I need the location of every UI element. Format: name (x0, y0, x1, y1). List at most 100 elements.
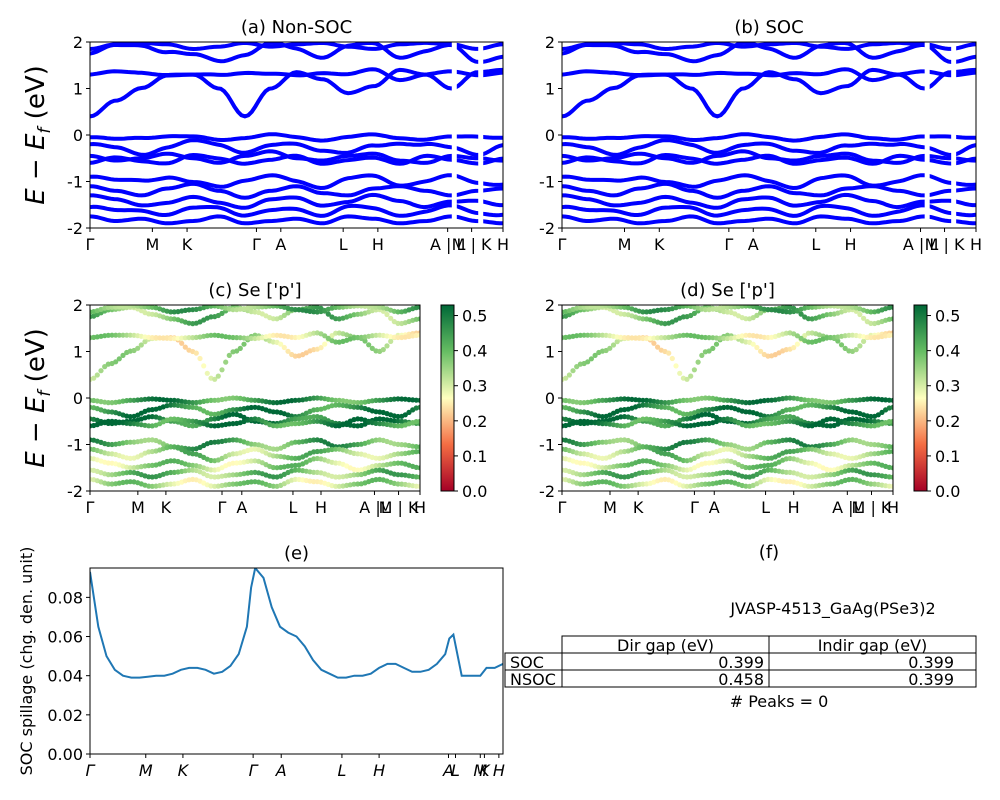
y-tick-label: -1 (539, 436, 555, 455)
band-point (577, 332, 584, 338)
band-point (274, 453, 280, 459)
x-tick-label: M (618, 235, 632, 254)
band-point (395, 451, 401, 457)
band-point (292, 421, 298, 427)
band-point (105, 460, 111, 466)
band-point (805, 339, 812, 345)
band-point (853, 347, 859, 353)
band-point (135, 345, 141, 351)
band-point (369, 345, 375, 351)
band-point (585, 332, 591, 338)
band-point (278, 341, 284, 347)
band-point (699, 352, 705, 358)
band-point (702, 437, 709, 443)
x-tick-label: A | L (430, 235, 466, 254)
bands (562, 42, 976, 228)
band-point (658, 307, 664, 313)
panel-title: (b) SOC (734, 17, 803, 38)
band-point (395, 396, 401, 402)
band-point (314, 448, 320, 455)
band-point (743, 316, 749, 322)
band-point (395, 320, 401, 326)
band-point (618, 305, 624, 310)
band-point (168, 335, 174, 342)
band-point (274, 423, 280, 429)
band-point (721, 305, 727, 311)
label-part: E (21, 396, 51, 413)
band-point (691, 310, 698, 316)
band-line (90, 42, 503, 52)
band-point (248, 397, 254, 403)
band-point (842, 345, 848, 351)
band-point (351, 404, 357, 410)
band-point (607, 345, 613, 351)
band-point (91, 375, 97, 381)
band-point (791, 345, 797, 351)
band-line (90, 67, 503, 83)
band-point (186, 404, 192, 410)
spillage-series (90, 568, 503, 679)
y-tick-label: 2 (545, 296, 555, 315)
band-point (577, 460, 584, 466)
band-point (868, 396, 874, 402)
band-point (713, 341, 720, 347)
band-point (171, 309, 177, 315)
band-point (197, 355, 203, 362)
band-point (226, 481, 232, 487)
band-line (562, 214, 976, 226)
band-point (351, 442, 357, 448)
band-point (566, 372, 573, 378)
band-point (226, 352, 232, 358)
y-tick-label: -2 (67, 482, 83, 501)
band-point (827, 472, 834, 478)
band-point (824, 472, 830, 478)
band-point (417, 316, 420, 322)
x-tick-label: K (654, 235, 665, 254)
band-point (164, 397, 170, 403)
band-point (230, 395, 236, 401)
panel-title: (c) Se ['p'] (208, 280, 301, 301)
colorbar-tick-label: 0.3 (462, 377, 487, 396)
band-point (373, 455, 379, 461)
band-point (577, 400, 584, 406)
band-point (868, 441, 874, 447)
colorbar (913, 304, 928, 492)
band-point (783, 479, 789, 485)
band-point (402, 412, 408, 418)
band-point (658, 446, 664, 452)
band-point (274, 465, 280, 471)
colorbar-tick-label: 0.1 (462, 447, 487, 466)
band-point (413, 444, 419, 450)
band-point (230, 481, 236, 487)
colorbar-tick-label: 0.1 (935, 447, 960, 466)
colorbar-tick-label: 0.0 (935, 482, 960, 501)
band-line (562, 67, 976, 83)
table-value: 0.399 (908, 670, 954, 689)
y-tick-label: 0 (545, 126, 555, 145)
band-line (562, 132, 976, 143)
band-line (562, 152, 976, 166)
band-point (127, 469, 133, 475)
x-tick-label: Γ (558, 235, 567, 254)
band-point (208, 467, 214, 473)
band-line (90, 192, 503, 210)
band-point (702, 334, 709, 341)
x-tick-label: K (633, 498, 644, 517)
band-point (577, 472, 584, 478)
band-point (292, 455, 298, 461)
band-point (636, 397, 642, 403)
band-point (164, 335, 170, 341)
band-point (570, 368, 576, 374)
band-point (329, 333, 335, 339)
band-point (890, 305, 893, 310)
band-point (890, 465, 893, 471)
x-tick-label: Γ (249, 761, 259, 780)
band-point (153, 335, 159, 341)
band-point (857, 311, 863, 318)
band-point (805, 316, 812, 322)
x-tick-label: L (288, 498, 297, 517)
band-point (824, 399, 830, 405)
x-tick-label: H (372, 235, 384, 254)
band-point (592, 332, 598, 338)
x-tick-label: A (275, 761, 287, 780)
